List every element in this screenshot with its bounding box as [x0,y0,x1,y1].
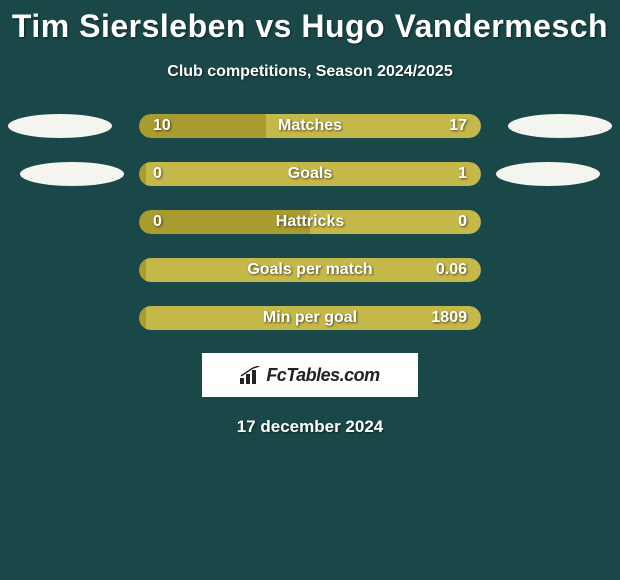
subtitle: Club competitions, Season 2024/2025 [0,63,620,81]
ellipse-left [20,162,124,186]
stat-right-value: 1 [458,165,467,183]
ellipse-left [8,114,112,138]
stat-bar: 0 Goals 1 [139,162,481,186]
stat-bar: 10 Matches 17 [139,114,481,138]
stat-left-value: 0 [153,165,162,183]
stat-label: Matches [278,117,342,135]
stat-row: 0 Goals 1 [0,161,620,187]
stat-right-value: 17 [449,117,467,135]
stat-row: Min per goal 1809 [0,305,620,331]
ellipse-right [508,114,612,138]
bar-chart-icon [240,366,262,384]
stat-row: 10 Matches 17 [0,113,620,139]
bar-left-segment [139,162,146,186]
stat-left-value: 0 [153,213,162,231]
stat-right-value: 0 [458,213,467,231]
bar-left-segment [139,306,146,330]
stat-row: Goals per match 0.06 [0,257,620,283]
stat-row: 0 Hattricks 0 [0,209,620,235]
stat-right-value: 0.06 [436,261,467,279]
stat-left-value: 10 [153,117,171,135]
stat-bar: 0 Hattricks 0 [139,210,481,234]
bar-left-segment [139,258,146,282]
stat-bar: Min per goal 1809 [139,306,481,330]
date-line: 17 december 2024 [0,417,620,437]
logo-box: FcTables.com [202,353,418,397]
infographic-container: Tim Siersleben vs Hugo Vandermesch Club … [0,0,620,437]
page-title: Tim Siersleben vs Hugo Vandermesch [0,8,620,45]
stat-label: Goals per match [247,261,372,279]
stat-label: Hattricks [276,213,344,231]
stat-bar: Goals per match 0.06 [139,258,481,282]
stat-right-value: 1809 [431,309,467,327]
logo-text: FcTables.com [266,365,379,386]
ellipse-right [496,162,600,186]
stat-label: Min per goal [263,309,357,327]
stats-area: 10Matches170Goals10Hattricks0Goals per m… [0,113,620,331]
stat-label: Goals [288,165,332,183]
